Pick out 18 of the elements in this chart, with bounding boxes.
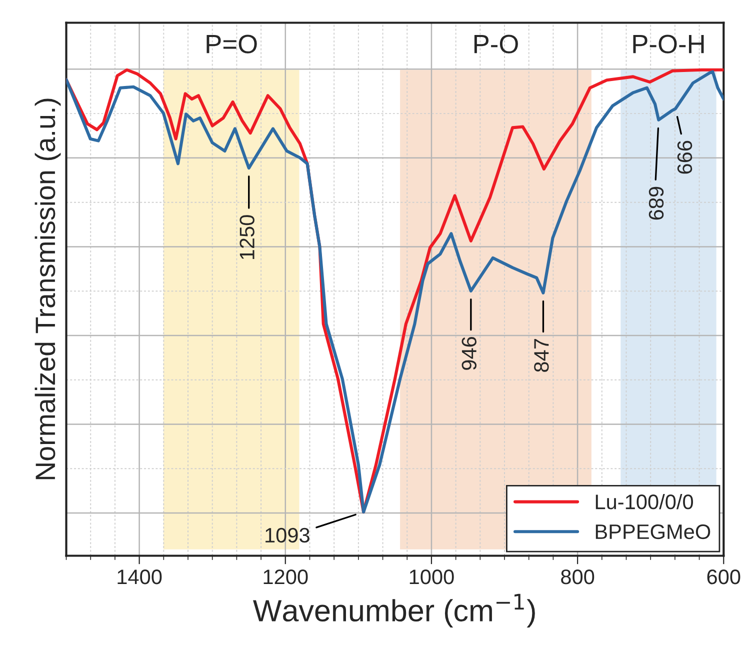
band-label: P-O xyxy=(474,34,518,54)
annotation: 946 xyxy=(462,336,477,370)
legend-label: BPPEGMeO xyxy=(596,524,710,540)
y-axis-title: Normalized Transmission (a.u.) xyxy=(34,98,61,480)
annotation: 666 xyxy=(677,140,692,174)
x-tick-label: 1000 xyxy=(410,569,454,584)
annotation: 847 xyxy=(534,339,549,372)
annotation: 1250 xyxy=(240,215,254,260)
x-tick-label: 800 xyxy=(561,569,594,584)
x-tick-label: 1400 xyxy=(118,569,162,584)
x-tick-label: 1200 xyxy=(264,569,308,584)
annotation: 689 xyxy=(648,186,664,220)
x-tick-label: 600 xyxy=(707,569,740,584)
legend-label: Lu-100/0/0 xyxy=(596,494,694,510)
band-label: P-O-H xyxy=(633,34,704,54)
band-label: P=O xyxy=(206,34,257,54)
x-axis-title: Wavenumber (cm$^{−1}$) xyxy=(253,594,535,628)
annotation: 1093 xyxy=(266,528,310,543)
